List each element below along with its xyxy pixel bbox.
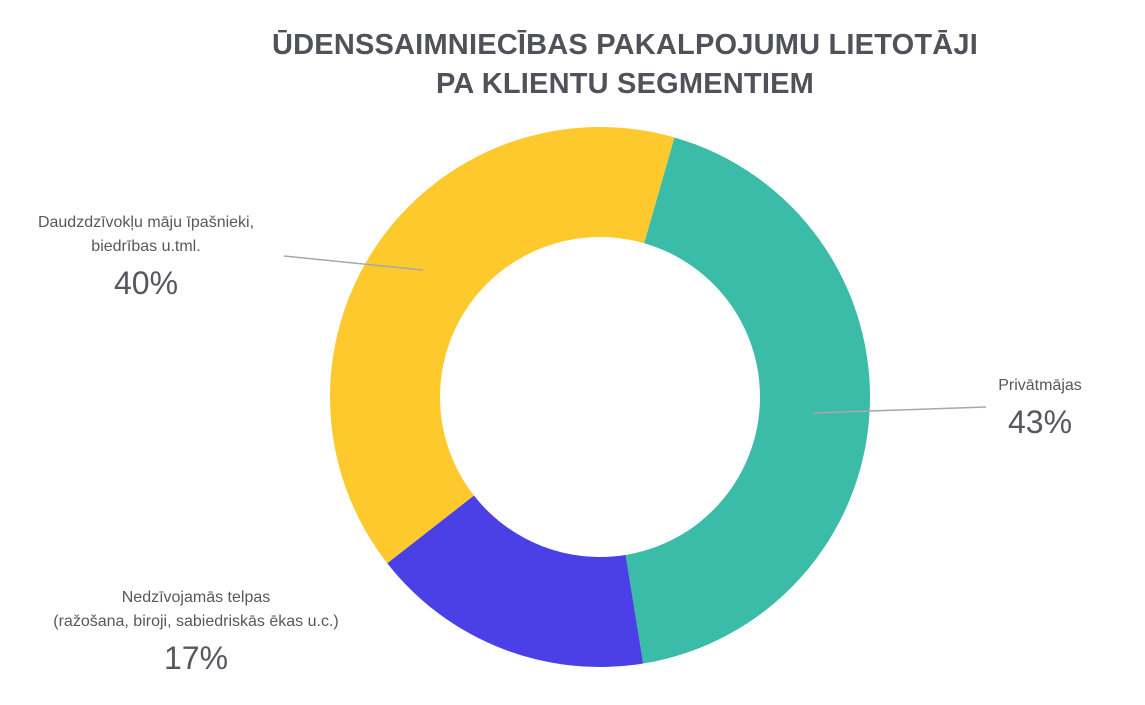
leader-line-left-segment (283, 255, 424, 271)
callout-nonresidential-percent: 17% (163, 640, 229, 676)
callout-multiapartment-percent: 40% (113, 265, 179, 301)
leader-line-right-segment (812, 406, 987, 414)
callout-multiapartment: Daudzdzīvokļu māju īpašnieki, biedrības … (0, 211, 292, 301)
donut-slice-1 (387, 495, 644, 668)
chart-title: ŪDENSSAIMNIECĪBAS PAKALPOJUMU LIETOTĀJI … (271, 29, 978, 100)
donut-slice-2 (330, 127, 675, 564)
callout-private-houses-label: Privātmājas (998, 377, 1082, 394)
donut-slices (330, 127, 871, 668)
callout-private-houses-percent: 43% (1007, 404, 1073, 440)
donut-slice-0 (625, 137, 871, 664)
callout-multiapartment-label: Daudzdzīvokļu māju īpašnieki, biedrības … (37, 214, 255, 255)
callout-nonresidential: Nedzīvojamās telpas (ražošana, biroji, s… (16, 586, 376, 676)
callout-nonresidential-label: Nedzīvojamās telpas (ražošana, biroji, s… (53, 589, 339, 630)
callout-private-houses: Privātmājas 43% (960, 374, 1120, 440)
